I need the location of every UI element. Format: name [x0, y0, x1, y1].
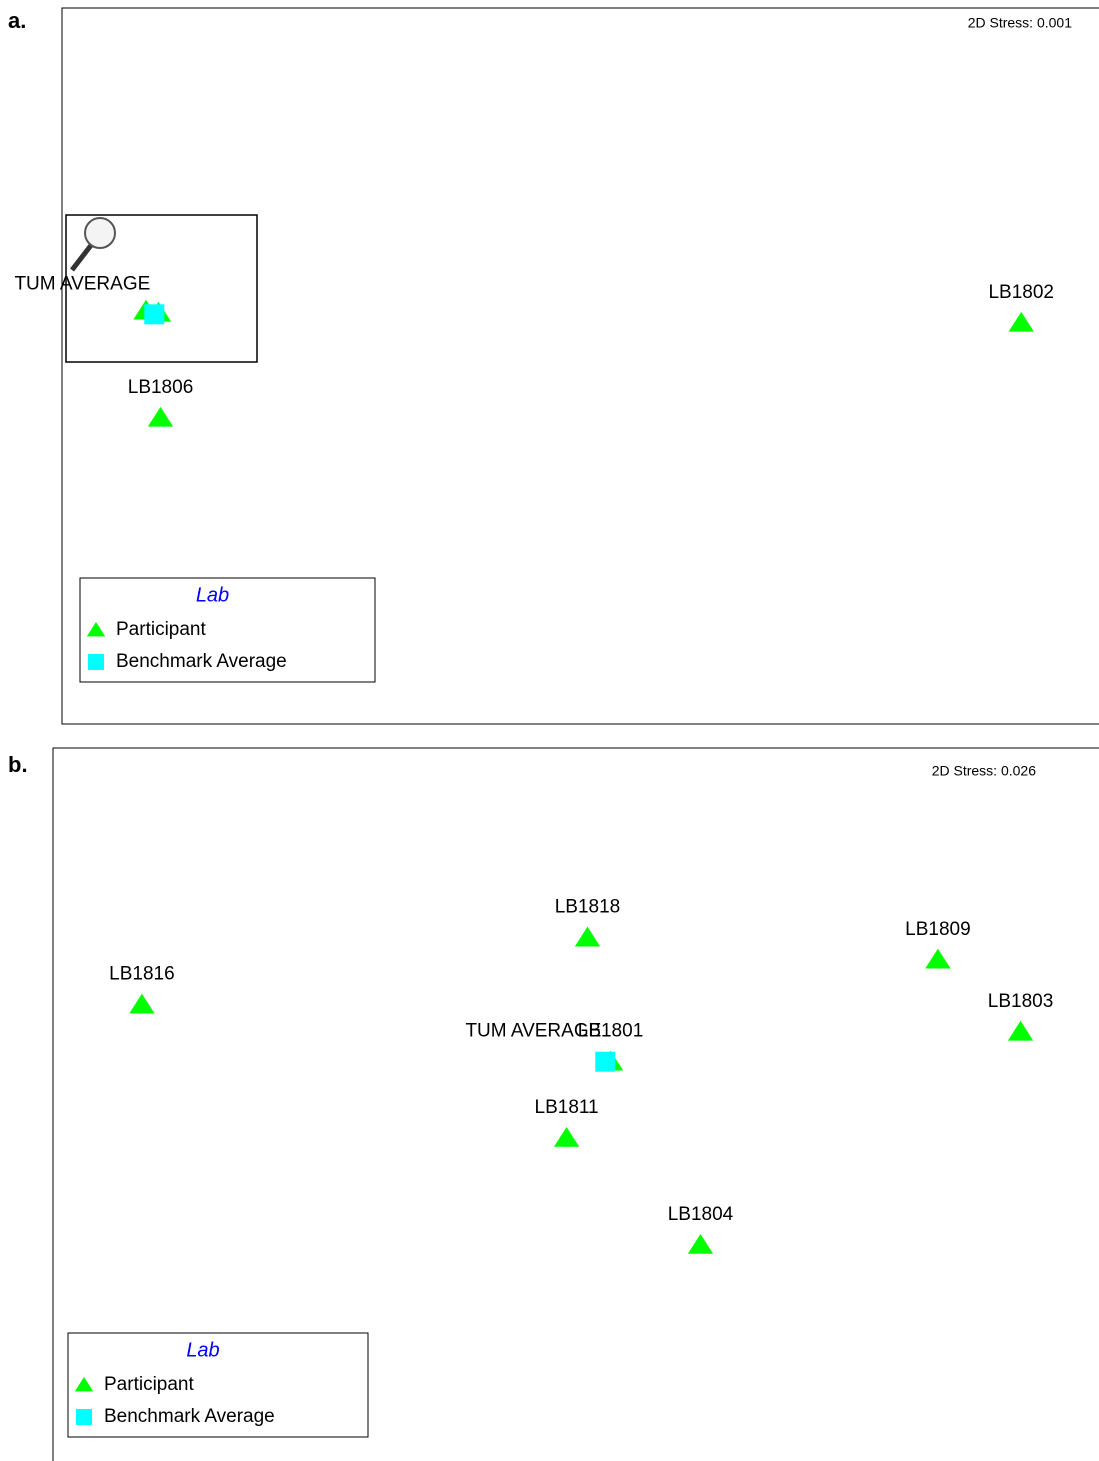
triangle-marker [925, 948, 951, 969]
legend-marker [76, 1409, 92, 1425]
point-label: LB1816 [109, 964, 175, 985]
triangle-marker [1008, 311, 1034, 332]
point-label: TUM AVERAGE [14, 273, 150, 294]
point-label: LB1804 [668, 1204, 734, 1225]
legend-marker [86, 622, 106, 637]
point-label: LB1801 [578, 1021, 644, 1042]
legend-label: Benchmark Average [116, 651, 287, 672]
legend-marker [88, 654, 104, 670]
point-label: LB1818 [555, 897, 621, 918]
stress-annotation: 2D Stress: 0.026 [932, 763, 1036, 779]
point-label: TUM AVERAGE [465, 1021, 601, 1042]
point-label: LB1811 [535, 1097, 599, 1118]
point-label: LB1802 [988, 282, 1054, 303]
legend-box [67, 1332, 369, 1438]
magnifier-handle [70, 242, 94, 272]
legend-marker [74, 1377, 94, 1392]
panel-label: b. [8, 752, 28, 777]
plot-frame [52, 747, 1099, 1461]
point-label: LB1803 [988, 991, 1054, 1012]
legend-label: Participant [116, 619, 206, 640]
panel-label: a. [8, 8, 26, 33]
triangle-marker [147, 406, 174, 427]
stress-annotation: 2D Stress: 0.001 [968, 15, 1072, 31]
legend-title: Lab [186, 1339, 219, 1361]
triangle-marker [687, 1233, 714, 1254]
triangle-marker [129, 993, 155, 1014]
legend-label: Participant [104, 1374, 194, 1395]
inset-box [65, 214, 258, 363]
triangle-marker [574, 926, 601, 947]
square-marker [595, 1051, 616, 1072]
legend-title: Lab [196, 584, 229, 606]
triangle-marker [1007, 1020, 1034, 1041]
legend-box [79, 577, 376, 683]
chart-panel: b. 2D Stress: 0.026 LB1818 LB1809 LB1816 LB18… [8, 747, 1099, 1461]
chart-panel: a. 2D Stress: 0.001 LB1802 LB1806 TUM AVERAG… [8, 7, 1099, 725]
legend-label: Benchmark Average [104, 1406, 275, 1427]
zoom-inset [65, 214, 258, 363]
point-label: LB1809 [905, 919, 971, 940]
magnifier-lens [84, 217, 116, 249]
plot-frame [61, 7, 1099, 725]
triangle-marker [553, 1127, 580, 1147]
square-marker [144, 304, 165, 325]
point-label: LB1806 [128, 377, 194, 398]
